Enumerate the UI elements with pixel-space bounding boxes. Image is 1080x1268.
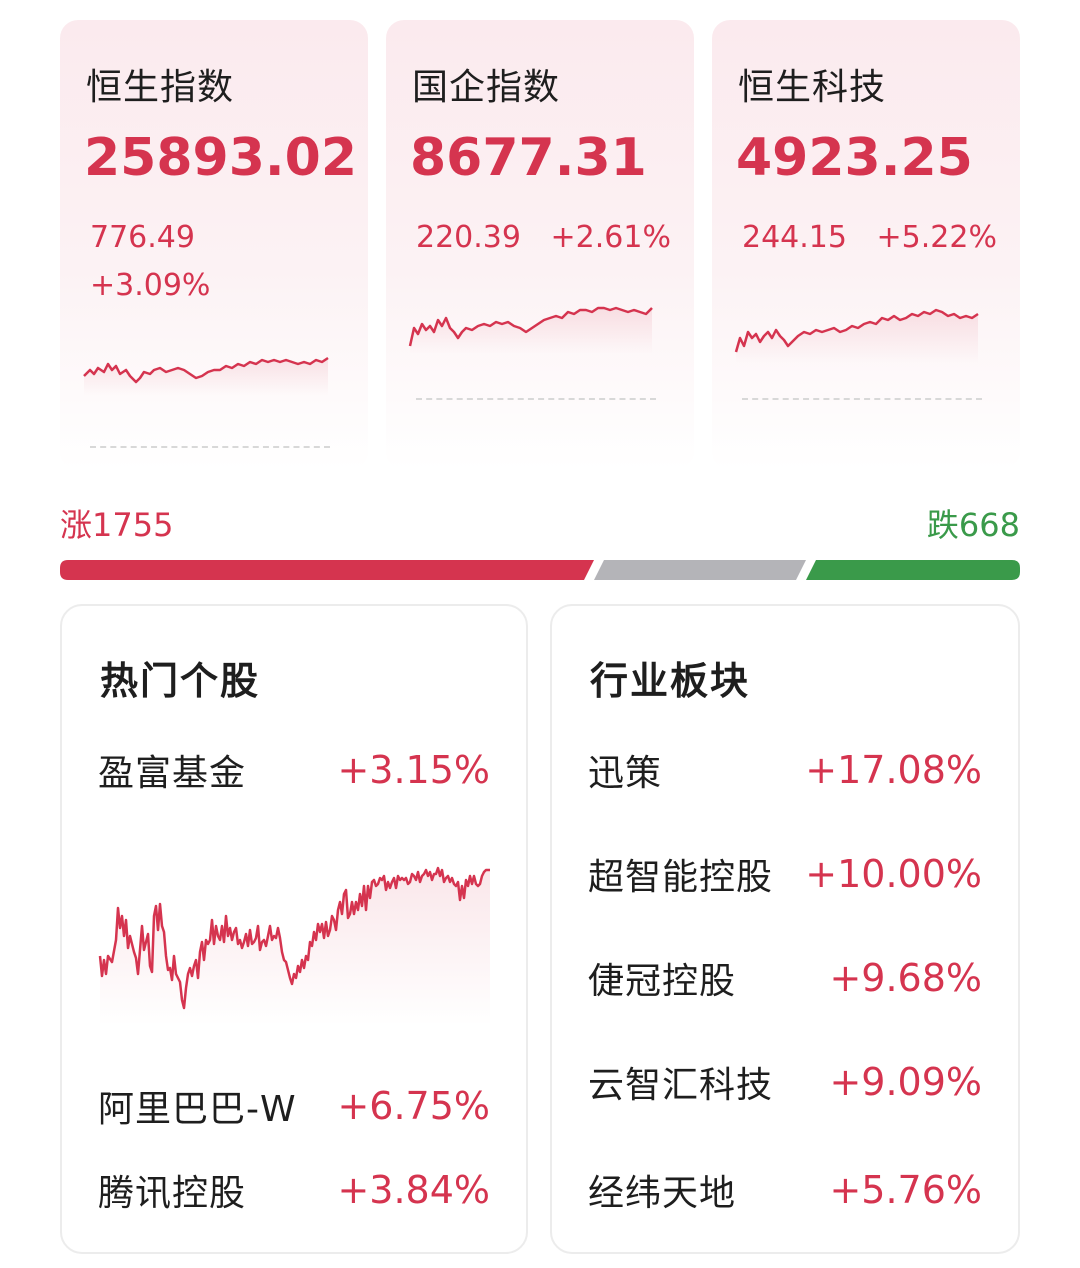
decliners-count: 跌668	[926, 506, 1020, 544]
sector-row[interactable]: 倢冠控股 +9.68%	[588, 948, 982, 1008]
stock-change: +3.15%	[337, 748, 490, 792]
market-breadth-bar	[60, 560, 1020, 580]
stock-name: 腾讯控股	[98, 1173, 247, 1214]
index-change: 220.39 +2.61%	[416, 214, 671, 262]
stock-row[interactable]: 阿里巴巴-W +6.75%	[98, 1076, 490, 1136]
sector-change: +10.00%	[805, 852, 982, 896]
sectors-panel: 行业板块 迅策 +17.08% 超智能控股 +10.00% 倢冠控股 +9.68…	[550, 604, 1020, 1254]
baseline-divider	[742, 398, 982, 400]
index-sparkline	[83, 356, 329, 396]
sector-name: 倢冠控股	[588, 961, 737, 1002]
index-value: 4923.25	[736, 128, 973, 188]
baseline-divider	[90, 446, 330, 448]
stock-row[interactable]: 腾讯控股 +3.84%	[98, 1160, 490, 1220]
index-change-percent: +5.22%	[876, 220, 997, 255]
stock-change: +3.84%	[337, 1168, 490, 1212]
index-name: 恒生科技	[738, 67, 887, 108]
hot-stocks-panel: 热门个股 盈富基金 +3.15% 阿里巴巴-W +6.75% 腾讯控股 +3.8…	[60, 604, 528, 1254]
index-name: 恒生指数	[86, 67, 235, 108]
index-value: 25893.02	[84, 128, 358, 188]
index-value: 8677.31	[410, 128, 647, 188]
advancers-segment	[60, 560, 594, 580]
index-sparkline	[408, 306, 653, 354]
sector-row[interactable]: 经纬天地 +5.76%	[588, 1160, 982, 1220]
sector-name: 云智汇科技	[588, 1065, 774, 1106]
index-card-hscei[interactable]: 国企指数 8677.31 220.39 +2.61%	[386, 20, 694, 470]
sector-change: +17.08%	[805, 748, 982, 792]
index-change: 244.15 +5.22%	[742, 214, 997, 262]
advancers-count: 涨1755	[60, 506, 174, 544]
unchanged-segment	[594, 560, 806, 580]
decliners-segment	[806, 560, 1020, 580]
index-name: 国企指数	[412, 67, 561, 108]
baseline-divider	[416, 398, 656, 400]
index-card-hsi[interactable]: 恒生指数 25893.02 776.49 +3.09%	[60, 20, 368, 470]
sector-change: +9.68%	[829, 956, 982, 1000]
sector-name: 经纬天地	[588, 1173, 737, 1214]
sector-row[interactable]: 超智能控股 +10.00%	[588, 844, 982, 904]
index-sparkline	[734, 308, 979, 364]
index-change-percent: +2.61%	[550, 220, 671, 255]
panel-title: 热门个股	[100, 659, 261, 703]
stock-intraday-chart[interactable]	[98, 856, 492, 1026]
index-change-points: 220.39	[416, 220, 521, 255]
index-change-points: 244.15	[742, 220, 847, 255]
sector-row[interactable]: 迅策 +17.08%	[588, 740, 982, 800]
sector-change: +5.76%	[829, 1168, 982, 1212]
stock-name: 阿里巴巴-W	[98, 1089, 297, 1130]
index-change: 776.49 +3.09%	[90, 214, 210, 310]
sector-row[interactable]: 云智汇科技 +9.09%	[588, 1052, 982, 1112]
stock-name: 盈富基金	[98, 753, 247, 794]
stock-row[interactable]: 盈富基金 +3.15%	[98, 740, 490, 800]
index-change-percent: +3.09%	[90, 268, 211, 303]
panel-title: 行业板块	[590, 659, 751, 703]
sector-name: 迅策	[588, 753, 663, 794]
stock-change: +6.75%	[337, 1084, 490, 1128]
sector-change: +9.09%	[829, 1060, 982, 1104]
index-card-hstech[interactable]: 恒生科技 4923.25 244.15 +5.22%	[712, 20, 1020, 470]
index-change-points: 776.49	[90, 220, 195, 255]
sector-name: 超智能控股	[588, 857, 774, 898]
